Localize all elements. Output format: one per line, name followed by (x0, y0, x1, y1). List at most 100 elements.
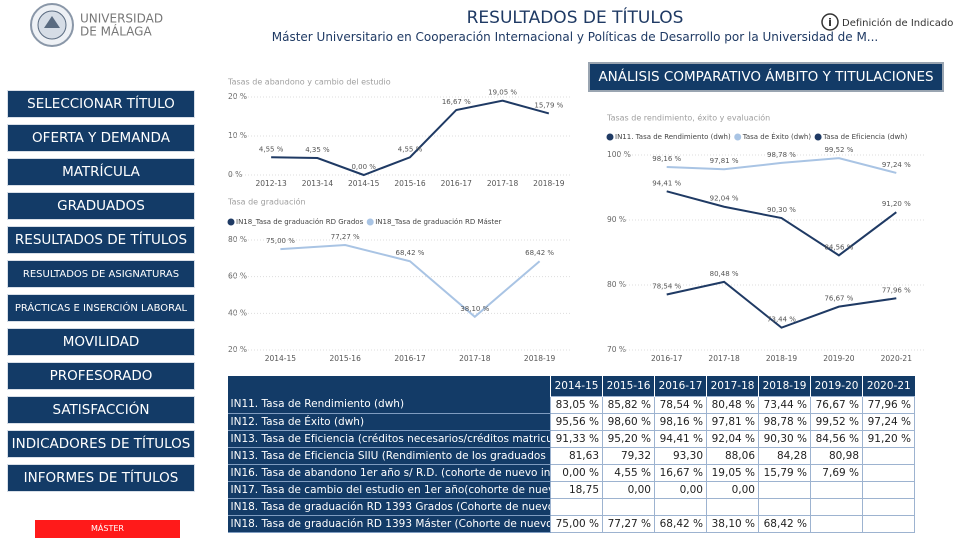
chart-title: Tasas de abandono y cambio del estudio (227, 78, 391, 87)
table-cell (810, 514, 863, 533)
table-cell (758, 480, 811, 499)
table-cell: 0,00 (654, 480, 707, 499)
data-label: 73,44 % (767, 316, 796, 324)
chart-title: Tasa de graduación (227, 197, 306, 207)
table-cell: 90,30 % (758, 429, 811, 448)
table-cell: 84,56 % (810, 429, 863, 448)
table-cell (862, 514, 915, 533)
data-label: 68,42 % (396, 249, 425, 257)
x-tick-label: 2012-13 (255, 179, 287, 188)
data-label: 77,27 % (331, 233, 360, 241)
nav-button[interactable]: MOVILIDAD (7, 328, 195, 356)
table-cell: 77,96 % (862, 395, 915, 414)
table-cell: 15,79 % (758, 463, 811, 482)
table-cell: 80,98 (810, 446, 863, 465)
table-cell: 0,00 (706, 480, 759, 499)
x-tick-label: 2018-19 (766, 354, 798, 363)
data-line (280, 243, 541, 319)
row-label: IN11. Tasa de Rendimiento (dwh) (227, 396, 551, 414)
x-tick-label: 2017-18 (708, 354, 740, 363)
table-cell: 81,63 (550, 446, 603, 465)
legend-marker (366, 218, 374, 226)
nav-button[interactable]: OFERTA Y DEMANDA (7, 124, 195, 152)
data-label: 97,24 % (882, 161, 911, 169)
data-label: 16,67 % (442, 98, 471, 106)
table-row: IN13. Tasa de Eficiencia SIIU (Rendimien… (227, 446, 915, 465)
table-cell: 19,05 % (706, 463, 759, 482)
nav-button[interactable]: PROFESORADO (7, 362, 195, 390)
legend-marker (227, 218, 235, 226)
logo-text: UNIVERSIDAD (80, 12, 163, 26)
x-tick-label: 2016-17 (394, 354, 426, 363)
nav-button[interactable]: MATRÍCULA (7, 158, 195, 186)
nav-button[interactable]: SELECCIONAR TÍTULO (7, 90, 195, 118)
table-cell (810, 480, 863, 499)
data-line (666, 190, 897, 257)
table-cell (550, 497, 603, 516)
data-label: 38,10 % (460, 305, 489, 313)
table-row: IN12. Tasa de Éxito (dwh) 95,56 % 98,60 % 9… (227, 412, 915, 431)
row-label: IN13. Tasa de Eficiencia (créditos neces… (227, 430, 551, 448)
table-cell: 38,10 % (706, 514, 759, 533)
table-cell: 92,04 % (706, 429, 759, 448)
header-cell: 2014-15 (550, 376, 603, 396)
x-tick-label: 2020-21 (881, 354, 913, 363)
table-cell (862, 446, 915, 465)
nav-button[interactable]: GRADUADOS (7, 192, 195, 220)
data-label: 98,16 % (652, 155, 681, 163)
table-cell: 68,42 % (654, 514, 707, 533)
y-tick-label: 80 % (607, 280, 626, 289)
table-cell: 80,48 % (706, 395, 759, 414)
nav-button[interactable]: RESULTADOS DE ASIGNATURAS (7, 260, 195, 288)
legend-marker (734, 133, 742, 141)
table-cell: 91,33 % (550, 429, 603, 448)
x-tick-label: 2017-18 (459, 354, 491, 363)
nav-button[interactable]: RESULTADOS DE TÍTULOS (7, 226, 195, 254)
table-cell: 68,42 % (758, 514, 811, 533)
data-label: 78,54 % (652, 282, 681, 290)
data-label: 19,05 % (488, 89, 517, 97)
nav-button[interactable]: SATISFACCIÓN (7, 396, 195, 424)
header-cell: 2017-18 (706, 376, 759, 396)
y-tick-label: 60 % (228, 272, 247, 281)
info-icon-glyph[interactable]: i (828, 16, 832, 29)
logo-emblem (44, 16, 60, 28)
nav-button[interactable]: PRÁCTICAS E INSERCIÓN LABORAL (7, 294, 195, 322)
legend-marker (814, 133, 822, 141)
table-cell: 98,60 % (602, 412, 655, 431)
data-label: 76,67 % (824, 295, 853, 303)
table-cell: 93,30 (654, 446, 707, 465)
info-link[interactable]: Definición de Indicadores (842, 17, 953, 29)
y-tick-label: 100 % (607, 150, 631, 159)
x-tick-label: 2019-20 (823, 354, 855, 363)
data-label: 80,48 % (710, 270, 739, 278)
table-cell: 98,16 % (654, 412, 707, 431)
x-tick-label: 2015-16 (330, 354, 362, 363)
legend-label: IN11. Tasa de Rendimiento (dwh) (615, 133, 731, 141)
data-label: 0,00 % (351, 163, 376, 171)
table-row: IN18. Tasa de graduación RD 1393 Grados … (227, 497, 915, 516)
nav-button[interactable]: INDICADORES DE TÍTULOS (7, 430, 195, 458)
data-label: 90,30 % (767, 206, 796, 214)
y-tick-label: 10 % (228, 131, 247, 140)
data-label: 92,04 % (710, 195, 739, 203)
header-cell (227, 376, 551, 396)
data-label: 99,52 % (824, 146, 853, 154)
x-tick-label: 2014-15 (348, 179, 380, 188)
section-title: ANÁLISIS COMPARATIVO ÁMBITO Y TITULACION… (588, 62, 944, 92)
x-tick-label: 2017-18 (487, 179, 519, 188)
table-row: IN11. Tasa de Rendimiento (dwh) 83,05 % 85… (227, 395, 915, 414)
data-table: 2014-15 2015-16 2016-17 2017-18 2018-19 2019-… (227, 376, 915, 533)
header-cell: 2020-21 (862, 376, 915, 396)
table-row: IN17. Tasa de cambio del estudio en 1er … (227, 480, 915, 499)
row-label: IN17. Tasa de cambio del estudio en 1er … (227, 481, 551, 499)
table-cell (602, 497, 655, 516)
table-cell: 97,81 % (706, 412, 759, 431)
nav-button[interactable]: INFORMES DE TÍTULOS (7, 464, 195, 492)
info-icon[interactable] (821, 13, 839, 31)
table-cell (862, 463, 915, 482)
table-cell: 18,75 (550, 480, 603, 499)
x-tick-label: 2014-15 (265, 354, 297, 363)
table-cell: 83,05 % (550, 395, 603, 414)
